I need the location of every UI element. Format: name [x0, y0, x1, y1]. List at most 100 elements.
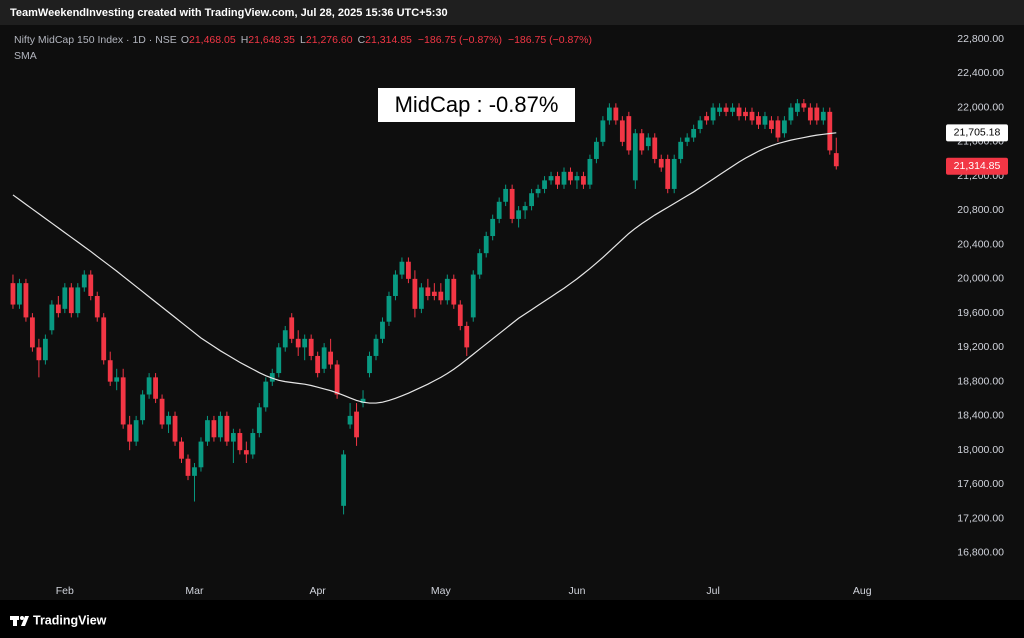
candle-body: [224, 415, 230, 442]
candle-body: [827, 111, 833, 151]
candle-body: [341, 454, 346, 506]
candle-body: [334, 364, 340, 395]
candle-body: [535, 188, 541, 194]
candle-body: [36, 347, 42, 361]
candle-body: [594, 141, 599, 159]
legend-item: C: [358, 34, 366, 46]
candle-body: [354, 411, 359, 438]
candle-body: [360, 398, 366, 404]
candle-body: [185, 458, 191, 476]
y-tick-label: 18,000.00: [957, 444, 1004, 456]
candle-body: [17, 283, 22, 305]
y-tick-label: 20,000.00: [957, 273, 1004, 285]
candle-body: [477, 253, 483, 275]
candle-body: [250, 433, 256, 455]
candle-body: [205, 420, 210, 442]
candle-body: [282, 330, 288, 348]
candle-body: [788, 107, 794, 121]
candle-body: [769, 120, 774, 129]
candle-body: [431, 291, 437, 296]
candle-body: [801, 103, 807, 108]
y-tick-label: 22,800.00: [957, 33, 1004, 45]
sma-line: [12, 132, 837, 404]
candle-body: [81, 274, 87, 288]
candle-body: [568, 171, 573, 181]
candle-body: [347, 415, 353, 425]
header-bar: [0, 0, 1024, 25]
candle-body: [457, 304, 463, 326]
candle-body: [211, 420, 217, 438]
x-tick-label: Aug: [853, 585, 872, 597]
candle-body: [289, 317, 295, 339]
candle-body: [256, 407, 262, 434]
candle-body: [406, 261, 411, 279]
candle-body: [503, 188, 509, 202]
candle-body: [295, 338, 301, 348]
y-tick-label: 18,800.00: [957, 375, 1004, 387]
candle-body: [678, 141, 684, 159]
x-tick-label: Mar: [185, 585, 204, 597]
candle-body: [762, 116, 768, 125]
candle-body: [380, 321, 385, 339]
candle-body: [237, 433, 243, 451]
y-tick-label: 17,200.00: [957, 512, 1004, 524]
candle-body: [159, 398, 165, 425]
legend: Nifty MidCap 150 Index · 1D · NSE O21,468…: [14, 34, 592, 46]
footer-bar: [0, 602, 1024, 638]
y-tick-label: 16,800.00: [957, 547, 1004, 559]
candle-body: [114, 377, 120, 382]
candle-body: [600, 120, 606, 142]
candle-body: [574, 176, 580, 181]
candle-body: [276, 347, 282, 374]
candle-body: [814, 107, 820, 121]
footer-text: TradingView: [33, 613, 107, 627]
candle-body: [49, 304, 55, 331]
candle-body: [704, 116, 710, 121]
candle-body: [496, 201, 502, 219]
candle-body: [645, 137, 651, 147]
candle-body: [632, 133, 638, 181]
candle-body: [665, 158, 671, 189]
candle-body: [302, 338, 308, 348]
candle-body: [581, 176, 586, 185]
candle-body: [367, 355, 372, 374]
candle-body: [30, 317, 35, 348]
candle-body: [529, 193, 534, 207]
candle-body: [516, 210, 522, 219]
annotation-box: [378, 88, 575, 122]
plot-area: [10, 99, 839, 515]
candle-body: [308, 338, 314, 356]
candle-body: [483, 236, 489, 254]
logo-part: [13, 616, 17, 626]
candle-body: [451, 278, 457, 305]
candle-body: [555, 176, 560, 185]
legend-item: −186.75 (−0.87%): [418, 34, 502, 46]
legend-item: Nifty MidCap 150 Index · 1D · NSE: [14, 34, 177, 46]
candle-body: [444, 278, 450, 301]
header-text: TeamWeekendInvesting created with Tradin…: [10, 7, 448, 19]
candle-body: [10, 283, 16, 305]
candle-body: [373, 338, 379, 356]
legend-sma: SMA: [14, 50, 37, 62]
candle-body: [140, 394, 146, 421]
candle-body: [749, 111, 755, 121]
candle-body: [75, 287, 81, 314]
candle-body: [62, 287, 68, 309]
y-tick-label: 20,400.00: [957, 238, 1004, 250]
legend-item: −186.75 (−0.87%): [508, 34, 592, 46]
legend-item: 21,314.85: [365, 34, 412, 46]
candle-body: [315, 355, 321, 374]
sma-price-tag: 21,705.18: [954, 127, 1001, 139]
candle-body: [691, 128, 697, 138]
candle-body: [509, 188, 515, 219]
candle-body: [230, 433, 236, 442]
candle-body: [425, 287, 431, 296]
candle-body: [639, 133, 645, 151]
candle-body: [192, 467, 197, 476]
candle-body: [717, 107, 722, 112]
y-tick-label: 18,400.00: [957, 410, 1004, 422]
y-tick-label: 22,400.00: [957, 67, 1004, 79]
candle-body: [652, 137, 658, 159]
